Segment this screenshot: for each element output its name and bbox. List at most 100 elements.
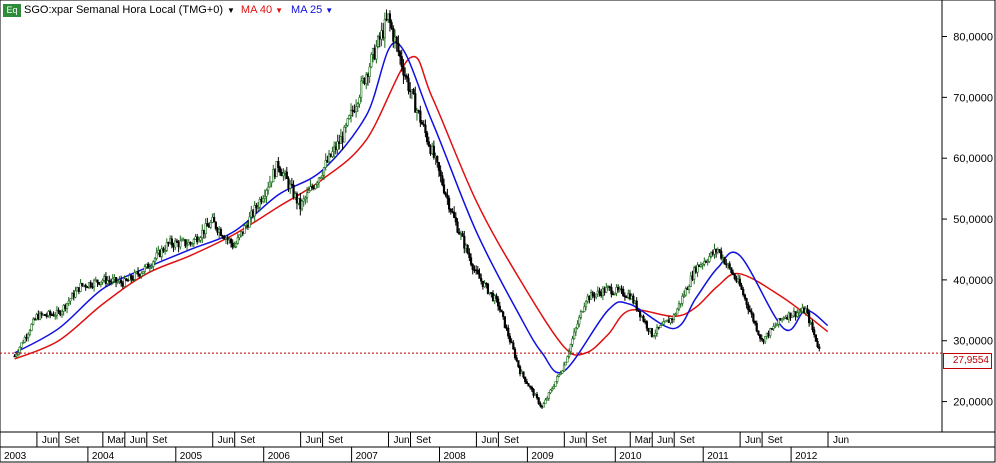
candle-body: [797, 311, 801, 314]
symbol-label[interactable]: SGO:xpar Semanal Hora Local (TMG+0): [24, 4, 223, 16]
candle-body: [461, 233, 464, 237]
candle-body: [767, 332, 770, 337]
candle-body: [49, 311, 52, 315]
candle-body: [589, 292, 593, 300]
candle-body: [415, 110, 419, 113]
candle-body: [708, 256, 711, 262]
candle-body: [152, 261, 155, 267]
candle-body: [218, 228, 221, 233]
candle-body: [660, 324, 664, 326]
candle-body: [818, 346, 821, 349]
candle-body: [81, 282, 84, 286]
candle-body: [603, 288, 606, 293]
candle-body: [703, 261, 706, 265]
candle-body: [118, 279, 121, 282]
candle-body: [792, 311, 796, 317]
candle-body: [224, 237, 228, 240]
candle-body: [15, 354, 18, 357]
candle-body: [246, 224, 250, 228]
candle-body: [47, 311, 50, 316]
candle-body: [605, 287, 608, 293]
candle-body: [444, 192, 447, 196]
ma25-label[interactable]: MA 25: [291, 4, 323, 16]
chart-header: SGO:xpar Semanal Hora Local (TMG+0) ▼ MA…: [24, 3, 341, 17]
candle-body: [108, 280, 111, 282]
candle-body: [121, 282, 124, 287]
candle-body: [811, 322, 814, 331]
candle-body: [385, 18, 388, 21]
candle-body: [170, 238, 173, 246]
candle-body: [54, 315, 57, 317]
candle-body: [91, 286, 94, 288]
candle-body: [701, 263, 704, 266]
candle-body: [505, 327, 508, 329]
candle-body: [620, 288, 623, 291]
y-tick-label: 60,0000: [953, 153, 993, 165]
candle-body: [481, 280, 484, 288]
candle-body: [525, 381, 528, 384]
x-tick-label: Set: [240, 435, 255, 446]
ma25-dropdown-icon[interactable]: ▼: [325, 5, 334, 15]
x-tick-label: Set: [592, 435, 607, 446]
x-tick-label: Jun: [130, 435, 146, 446]
candle-body: [287, 178, 290, 189]
candle-body: [716, 249, 719, 253]
symbol-dropdown-icon[interactable]: ▼: [227, 5, 235, 15]
candle-body: [566, 356, 569, 363]
candle-body: [147, 263, 150, 269]
candle-body: [96, 279, 99, 283]
x-tick-label: Mar: [635, 435, 653, 446]
candle-body: [143, 266, 146, 272]
candle-body: [718, 249, 721, 252]
candle-body: [542, 403, 545, 408]
candle-body: [98, 282, 101, 285]
candle-body: [801, 307, 804, 312]
candle-body: [314, 184, 317, 189]
candle-body: [338, 141, 341, 144]
candle-body: [725, 263, 728, 266]
candle-body: [551, 388, 554, 391]
ma40-label[interactable]: MA 40: [240, 4, 273, 16]
candle-body: [480, 278, 483, 282]
candle-body: [786, 317, 789, 320]
year-tick-label: 2008: [444, 451, 467, 462]
candle-body: [199, 237, 202, 241]
candle-body: [373, 48, 376, 60]
candle-body: [628, 293, 632, 300]
candle-body: [307, 190, 310, 194]
candle-body: [174, 240, 177, 248]
candle-body: [57, 309, 60, 312]
candle-body: [131, 278, 135, 281]
candle-body: [618, 288, 621, 291]
candle-body: [363, 78, 366, 84]
ma40-dropdown-icon[interactable]: ▼: [275, 5, 284, 15]
candle-body: [400, 56, 403, 67]
candle-body: [177, 242, 180, 248]
candle-body: [534, 393, 537, 396]
candle-body: [322, 167, 326, 176]
candle-body: [775, 323, 779, 327]
candle-body: [368, 66, 371, 78]
candle-body: [774, 325, 777, 328]
candle-body: [162, 248, 165, 252]
candle-body: [185, 244, 189, 247]
candle-body: [638, 310, 642, 318]
candle-body: [757, 330, 760, 335]
candle-body: [564, 361, 567, 366]
candle-body: [167, 242, 170, 244]
x-tick-label: Jun: [218, 435, 234, 446]
candle-body: [806, 308, 809, 313]
candle-body: [632, 295, 635, 304]
candle-body: [123, 278, 126, 287]
candle-body: [101, 280, 104, 283]
candle-body: [370, 54, 373, 68]
candle-body: [59, 311, 62, 316]
candle-body: [405, 75, 408, 79]
candle-body: [571, 338, 574, 345]
candle-body: [649, 328, 652, 332]
x-tick-label: Mar: [107, 435, 125, 446]
candle-body: [765, 332, 768, 337]
candle-body: [417, 110, 420, 112]
candle-body: [611, 293, 615, 296]
